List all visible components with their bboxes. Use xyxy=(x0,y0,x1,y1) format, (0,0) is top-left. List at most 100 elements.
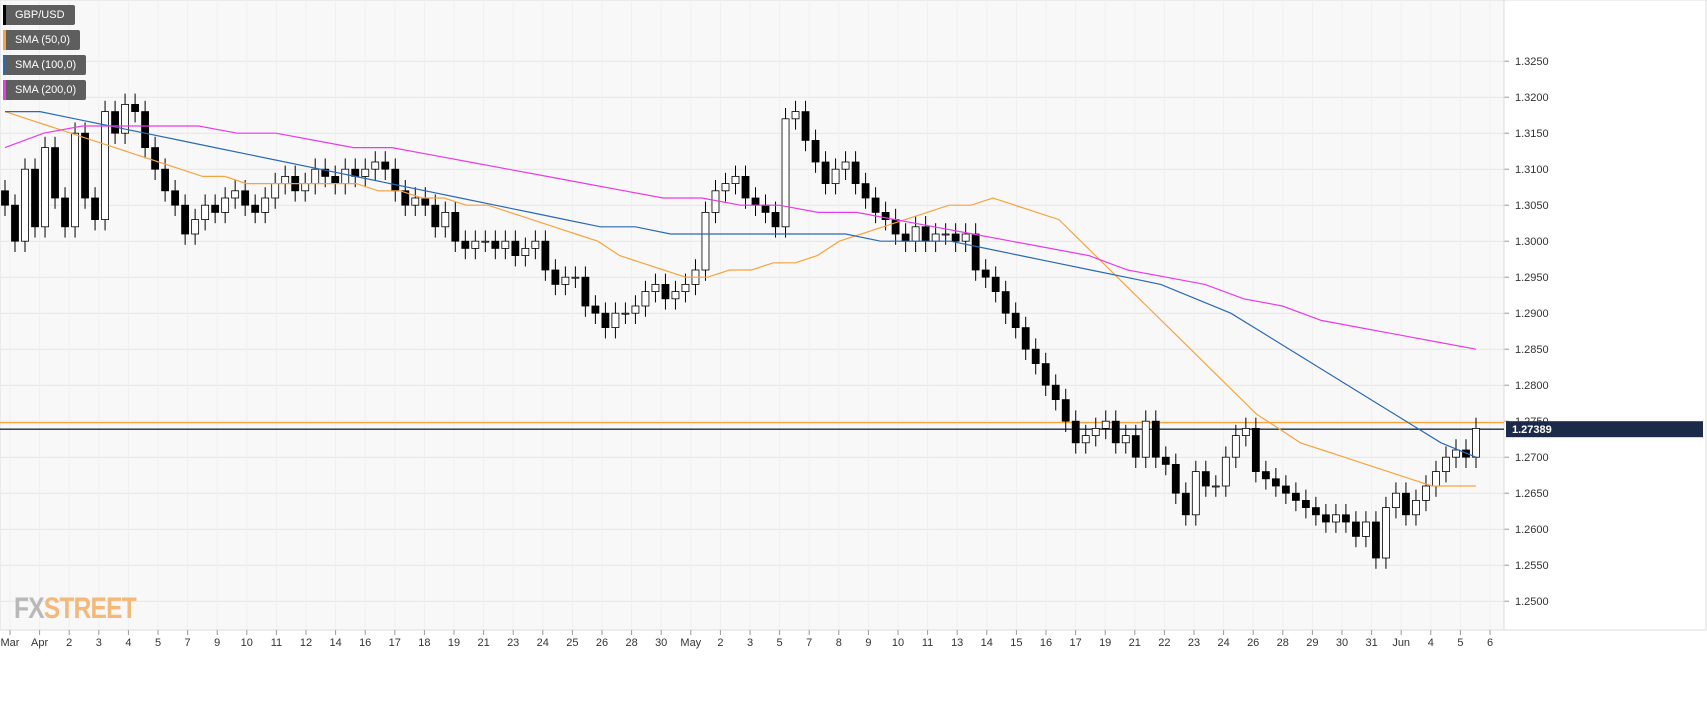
candle-body xyxy=(471,240,480,249)
x-tick-label: 11 xyxy=(922,637,933,649)
x-tick-label: 6 xyxy=(1487,637,1493,649)
x-tick-label: 10 xyxy=(241,637,253,649)
candle-body xyxy=(1091,427,1100,436)
candle-body xyxy=(1181,492,1190,516)
x-tick-label: 19 xyxy=(448,637,460,649)
x-tick-label: 2 xyxy=(66,637,72,649)
candle-body xyxy=(761,204,770,213)
candle-body xyxy=(241,190,250,206)
x-tick-label: 5 xyxy=(155,637,161,649)
y-tick-label: 1.2800 xyxy=(1515,380,1549,392)
candle-body xyxy=(551,269,560,285)
legend-item-sma200[interactable]: SMA (200,0) xyxy=(3,80,87,100)
candle-body xyxy=(261,197,270,213)
candle-body xyxy=(721,183,730,192)
candle-body xyxy=(521,247,530,256)
candle-body xyxy=(1101,420,1110,429)
sma200-line xyxy=(4,125,1477,350)
x-tick-label: Apr xyxy=(31,637,48,649)
candle-body xyxy=(411,197,420,206)
candle-body xyxy=(1171,463,1180,494)
y-tick-label: 1.3200 xyxy=(1515,92,1549,104)
candle-body xyxy=(1342,514,1350,523)
candle-body xyxy=(611,312,620,329)
y-tick-label: 1.3000 xyxy=(1515,236,1549,248)
price-tag xyxy=(1506,421,1703,438)
x-tick-label: 17 xyxy=(389,637,401,649)
candle-body xyxy=(651,283,660,292)
legend-item-sma100[interactable]: SMA (100,0) xyxy=(3,55,87,75)
plot-area xyxy=(0,0,1505,631)
y-tick-label: 1.2950 xyxy=(1515,272,1549,284)
candle-body xyxy=(311,168,320,184)
candle-body xyxy=(801,111,810,141)
x-tick-label: 4 xyxy=(125,637,131,649)
legend-item-price[interactable]: GBP/USD xyxy=(3,5,75,25)
y-tick-label: 1.2500 xyxy=(1515,596,1549,608)
candle-body xyxy=(481,240,490,243)
y-tick-label: 1.2650 xyxy=(1515,488,1549,500)
candle-body xyxy=(751,197,760,206)
candle-body xyxy=(431,204,440,228)
candle-body xyxy=(1221,456,1230,487)
x-tick-label: May xyxy=(680,637,701,649)
sma50-line xyxy=(4,111,1476,487)
candle-body xyxy=(911,226,920,242)
candle-body xyxy=(501,240,510,249)
candle-body xyxy=(51,147,59,199)
candle-body xyxy=(1111,420,1120,444)
candle-body xyxy=(831,168,840,184)
candle-body xyxy=(1131,435,1140,458)
candle-body xyxy=(1121,435,1130,444)
candle-body xyxy=(451,211,460,242)
candle-body xyxy=(91,197,99,221)
candle-body xyxy=(21,168,29,242)
candle-body xyxy=(991,276,1000,293)
legend-item-sma50[interactable]: SMA (50,0) xyxy=(3,30,81,50)
x-tick-label: 7 xyxy=(185,637,191,649)
candle-body xyxy=(1001,291,1010,314)
candle-body xyxy=(221,197,230,213)
candle-body xyxy=(1021,327,1030,350)
candle-body xyxy=(821,161,830,185)
legend: GBP/USD SMA (50,0) SMA (100,0) SMA (200,… xyxy=(3,5,87,105)
x-tick-label: 15 xyxy=(1010,637,1022,649)
candle-body xyxy=(1362,521,1370,537)
candle-body xyxy=(171,190,180,206)
candle-body xyxy=(1281,485,1290,494)
legend-label: SMA (100,0) xyxy=(15,59,77,71)
candle-body xyxy=(841,161,850,170)
candle-body xyxy=(771,211,780,228)
candle-body xyxy=(1061,399,1070,422)
x-tick-label: Mar xyxy=(1,637,20,649)
x-tick-label: 9 xyxy=(214,637,220,649)
x-tick-label: 19 xyxy=(1099,637,1111,649)
candle-body xyxy=(1472,427,1480,458)
candle-body xyxy=(1321,514,1330,523)
candle-body xyxy=(401,190,410,206)
candle-body xyxy=(631,305,640,314)
candle-body xyxy=(491,240,500,249)
candle-body xyxy=(681,283,690,292)
candle-body xyxy=(1382,507,1390,559)
candle-body xyxy=(781,118,790,228)
candle-body xyxy=(561,276,570,285)
sma100-line xyxy=(5,110,1477,458)
legend-swatch xyxy=(3,55,6,75)
candle-body xyxy=(861,183,870,199)
y-tick-label: 1.3050 xyxy=(1515,200,1549,212)
candle-body xyxy=(341,168,350,184)
candle-body xyxy=(731,175,740,184)
x-tick-label: 9 xyxy=(865,637,871,649)
candle-body xyxy=(301,183,310,192)
x-tick-label: 21 xyxy=(477,637,489,649)
candle-body xyxy=(141,111,149,148)
x-tick-label: 10 xyxy=(892,637,904,649)
legend-swatch xyxy=(3,30,6,50)
x-tick-label: 23 xyxy=(507,637,519,649)
candle-body xyxy=(1261,471,1270,480)
candle-body xyxy=(741,175,750,199)
candle-body xyxy=(1201,471,1210,487)
x-tick-label: 24 xyxy=(1217,637,1229,649)
